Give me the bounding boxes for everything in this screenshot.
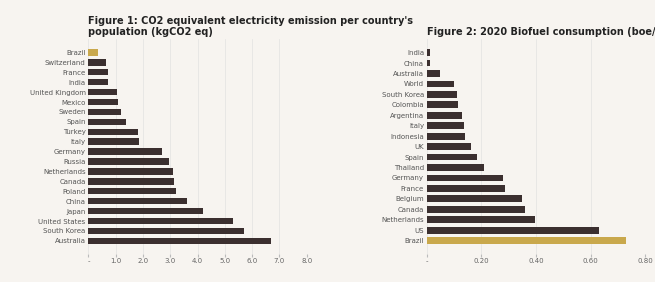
Bar [427, 185, 504, 192]
Bar [88, 228, 244, 234]
Bar [427, 49, 430, 56]
Bar [88, 119, 126, 125]
Bar [427, 164, 484, 171]
Bar [427, 154, 477, 160]
Bar [88, 198, 187, 204]
Bar [427, 175, 503, 181]
Bar [427, 195, 523, 202]
Bar [88, 79, 108, 85]
Bar [427, 206, 525, 213]
Bar [88, 49, 98, 56]
Bar [88, 138, 139, 145]
Bar [88, 99, 118, 105]
Bar [88, 89, 117, 95]
Text: Figure 1: CO2 equivalent electricity emission per country's
population (kgCO2 eq: Figure 1: CO2 equivalent electricity emi… [88, 16, 413, 37]
Bar [427, 216, 534, 223]
Bar [88, 69, 108, 76]
Bar [427, 70, 440, 77]
Bar [427, 122, 464, 129]
Bar [427, 60, 430, 67]
Bar [88, 148, 162, 155]
Bar [427, 91, 457, 98]
Bar [427, 81, 454, 87]
Bar [427, 112, 462, 119]
Bar [427, 227, 599, 233]
Bar [88, 129, 138, 135]
Bar [88, 208, 203, 214]
Bar [88, 238, 271, 244]
Bar [427, 143, 470, 150]
Bar [427, 102, 458, 108]
Bar [88, 109, 121, 115]
Bar [88, 158, 169, 165]
Bar [88, 59, 106, 66]
Bar [88, 168, 173, 175]
Bar [88, 218, 233, 224]
Text: Figure 2: 2020 Biofuel consumption (boe/person): Figure 2: 2020 Biofuel consumption (boe/… [427, 27, 655, 37]
Bar [427, 133, 465, 140]
Bar [88, 188, 176, 195]
Bar [427, 237, 626, 244]
Bar [88, 178, 174, 184]
